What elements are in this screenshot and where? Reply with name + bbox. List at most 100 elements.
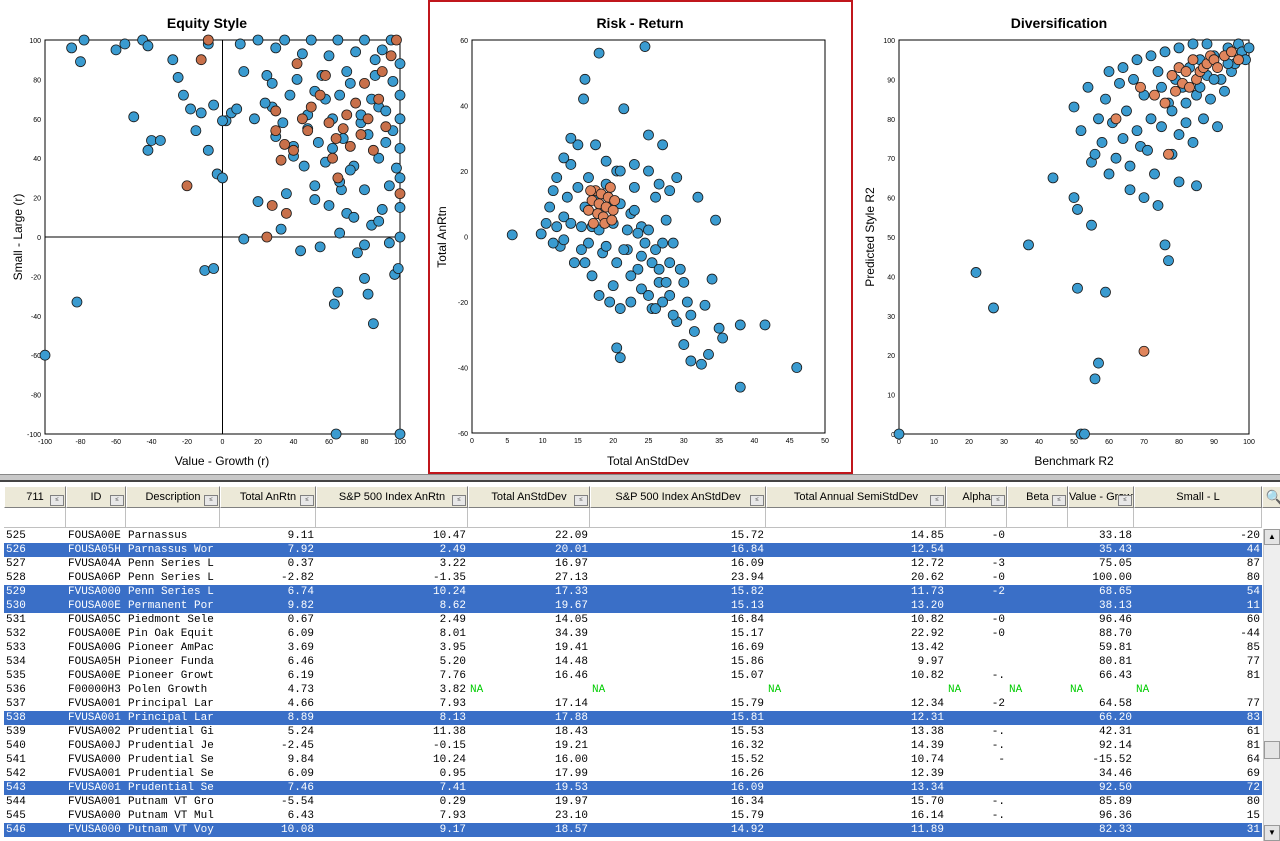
data-point[interactable] (611, 257, 623, 269)
data-point[interactable] (284, 89, 296, 101)
data-point[interactable] (202, 144, 214, 156)
table-cell-alpha[interactable] (946, 543, 1007, 557)
table-cell-alpha[interactable] (946, 711, 1007, 725)
data-point[interactable] (650, 244, 661, 256)
table-cell-spanrtn[interactable]: 9.17 (439, 824, 466, 836)
data-point[interactable] (385, 50, 397, 62)
filter-cell-semistd[interactable] (766, 508, 946, 528)
table-cell-totstd[interactable]: 22.09 (554, 530, 588, 542)
data-point[interactable] (618, 244, 630, 256)
data-point[interactable] (367, 318, 379, 330)
filter-cell-alpha[interactable] (946, 508, 1007, 528)
data-point[interactable] (362, 288, 374, 300)
table-cell-desc[interactable]: Prudential Je (128, 740, 214, 752)
table-cell-spanrtn[interactable]: 7.76 (439, 670, 466, 682)
table-cell-alpha[interactable] (946, 823, 1007, 837)
table-cell-rownum[interactable]: 546 (6, 824, 26, 836)
table-cell-sl[interactable]: 77 (1246, 656, 1260, 668)
data-point[interactable] (1100, 93, 1111, 105)
data-point[interactable] (578, 93, 589, 105)
table-cell-id[interactable]: FOUSA05C (68, 614, 121, 626)
table-row[interactable]: 545 FVUSA000 Putnam VT Mul 6.43 7.93 23.10 15.… (4, 809, 1262, 823)
data-point[interactable] (1093, 113, 1104, 125)
table-row[interactable]: 533 FOUSA00G Pioneer AmPac 3.69 3.95 19.41 16.… (4, 641, 1262, 655)
data-point[interactable] (600, 155, 612, 167)
data-point[interactable] (1131, 125, 1143, 137)
data-point[interactable] (1145, 113, 1157, 125)
data-point[interactable] (330, 428, 342, 440)
table-cell-desc[interactable]: Putnam VT Voy (128, 824, 214, 836)
data-point[interactable] (674, 263, 686, 275)
table-cell-totstd[interactable]: 27.13 (554, 572, 588, 584)
data-point[interactable] (185, 103, 196, 115)
table-cell-alpha[interactable]: -2 (991, 698, 1005, 710)
table-cell-totanrtn[interactable]: 10.08 (280, 824, 314, 836)
data-point[interactable] (341, 66, 353, 77)
data-point[interactable] (1187, 38, 1199, 50)
data-point[interactable] (1124, 160, 1136, 172)
data-point[interactable] (1173, 176, 1185, 188)
equity-style-chart[interactable]: Equity Style -100 -80 -60 -40 -20 0 20 40 60 80 10… (0, 0, 425, 474)
data-point[interactable] (383, 180, 395, 192)
data-point[interactable] (609, 195, 621, 206)
table-cell-spanrtn[interactable]: -0.15 (432, 740, 466, 752)
data-point[interactable] (373, 215, 385, 227)
data-point[interactable] (685, 355, 697, 367)
table-cell-beta[interactable] (1007, 669, 1068, 683)
table-cell-beta[interactable] (1007, 529, 1068, 543)
table-cell-semistd[interactable]: 10.74 (910, 754, 944, 766)
table-cell-beta[interactable] (1007, 823, 1068, 837)
data-point[interactable] (657, 296, 669, 308)
data-point[interactable] (678, 339, 690, 350)
data-point[interactable] (1047, 172, 1059, 184)
data-point[interactable] (327, 152, 338, 164)
data-point[interactable] (604, 181, 616, 193)
table-cell-semistd[interactable]: 14.85 (910, 530, 944, 542)
data-point[interactable] (970, 267, 982, 278)
table-cell-sl[interactable]: 44 (1246, 544, 1260, 556)
table-cell-totanrtn[interactable]: 7.92 (287, 544, 314, 556)
column-header-rownum[interactable]: 711 ≤ (4, 486, 66, 508)
table-cell-spstd[interactable]: 15.17 (730, 628, 764, 640)
filter-cell-spstd[interactable] (590, 508, 766, 528)
data-point[interactable] (344, 164, 356, 176)
data-point[interactable] (544, 201, 556, 213)
data-point[interactable] (643, 129, 654, 141)
table-cell-rownum[interactable]: 532 (6, 628, 26, 640)
filter-cell-beta[interactable] (1007, 508, 1068, 528)
data-point[interactable] (1187, 137, 1199, 148)
table-cell-semistd[interactable]: 14.39 (910, 740, 944, 752)
table-cell-rownum[interactable]: 526 (6, 544, 26, 556)
table-cell-totanrtn[interactable]: 4.66 (287, 698, 314, 710)
data-point[interactable] (291, 74, 303, 85)
table-cell-rownum[interactable]: 525 (6, 530, 26, 542)
data-point[interactable] (195, 107, 207, 119)
data-point[interactable] (355, 129, 367, 140)
data-point[interactable] (208, 263, 220, 274)
table-cell-sl[interactable]: 60 (1246, 614, 1260, 626)
table-cell-spanrtn[interactable]: 0.95 (439, 768, 466, 780)
data-point[interactable] (178, 89, 189, 101)
table-cell-spstd[interactable]: 15.79 (730, 698, 764, 710)
table-cell-sl[interactable]: 80 (1246, 796, 1260, 808)
table-cell-desc[interactable]: Pioneer AmPac (128, 642, 214, 654)
table-cell-spanrtn[interactable]: 0.29 (439, 796, 466, 808)
table-cell-spanrtn[interactable]: 11.38 (432, 726, 466, 738)
table-cell-semistd[interactable]: 13.42 (910, 642, 944, 654)
data-point[interactable] (172, 72, 184, 83)
data-point[interactable] (261, 70, 273, 81)
table-cell-id[interactable]: FOUSA00E (68, 670, 121, 682)
data-point[interactable] (332, 286, 344, 298)
data-point[interactable] (632, 263, 644, 275)
data-point[interactable] (667, 309, 679, 321)
data-point[interactable] (332, 34, 344, 46)
column-header-totanrtn[interactable]: Total AnRtn ≤ (220, 486, 316, 508)
data-point[interactable] (636, 283, 647, 295)
data-point[interactable] (607, 280, 619, 292)
table-cell-alpha[interactable] (946, 641, 1007, 655)
data-point[interactable] (1075, 125, 1087, 137)
data-point[interactable] (1163, 255, 1174, 267)
table-cell-spanrtn[interactable]: 7.93 (439, 810, 466, 822)
data-point[interactable] (1096, 137, 1108, 148)
data-point[interactable] (380, 121, 392, 133)
